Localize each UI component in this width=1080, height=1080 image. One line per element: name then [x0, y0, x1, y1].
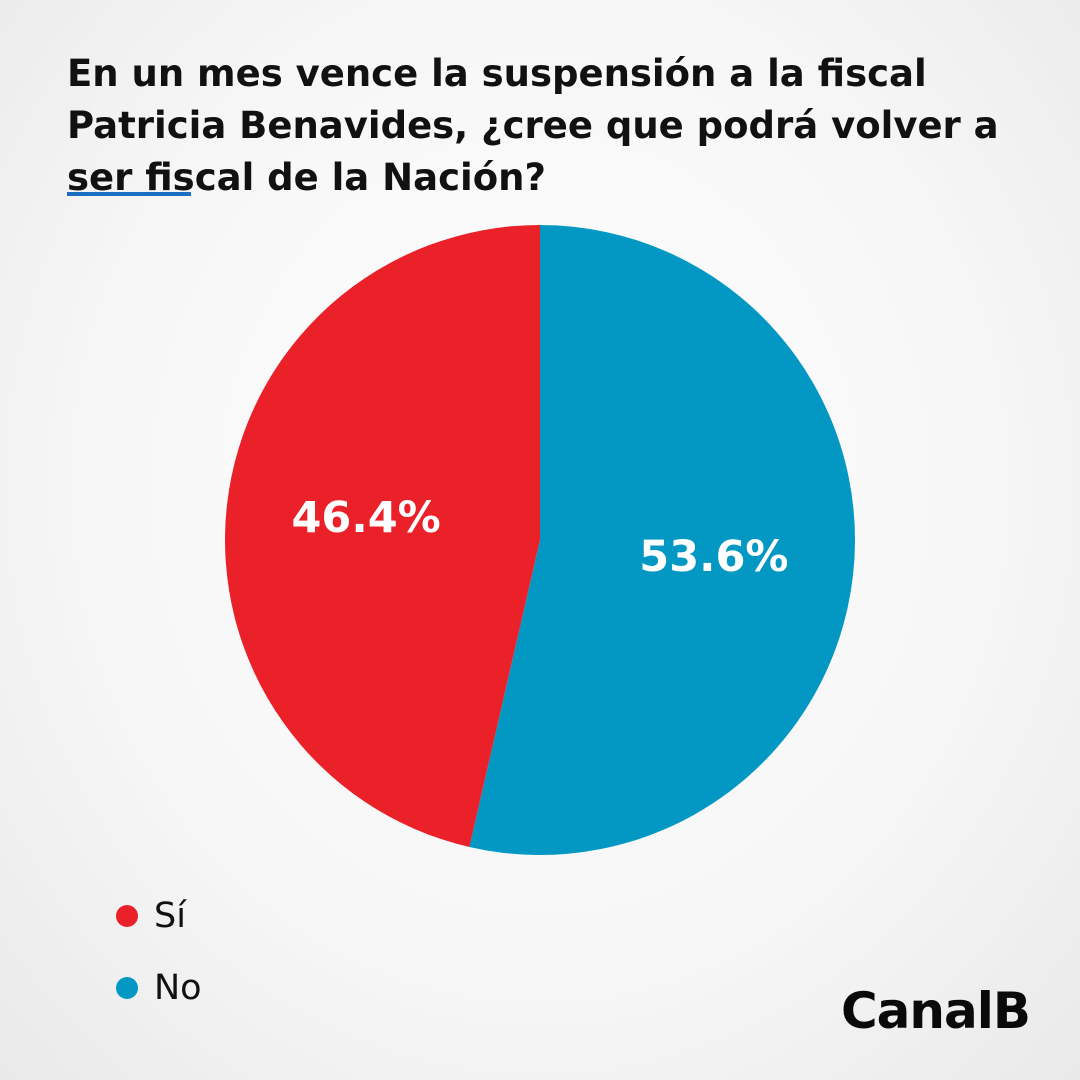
data-label-si: 46.4%	[292, 493, 441, 543]
pie-slice-no	[469, 225, 856, 855]
chart-title: En un mes vence la suspensión a la fisca…	[67, 52, 999, 199]
pie-slices	[225, 224, 856, 855]
legend-item-si: Sí	[116, 880, 202, 952]
data-label-no: 53.6%	[639, 532, 788, 582]
pie-labels: 53.6% 46.4%	[292, 493, 789, 582]
legend-dot-si	[116, 905, 138, 927]
title-underline	[67, 192, 191, 196]
legend-item-no: No	[116, 952, 202, 1024]
legend: Sí No	[116, 880, 202, 1024]
legend-label-si: Sí	[154, 896, 186, 936]
legend-label-no: No	[154, 968, 202, 1008]
pie-slice-si	[225, 224, 540, 847]
legend-dot-no	[116, 977, 138, 999]
brand-logo: CanalB	[840, 982, 1031, 1040]
